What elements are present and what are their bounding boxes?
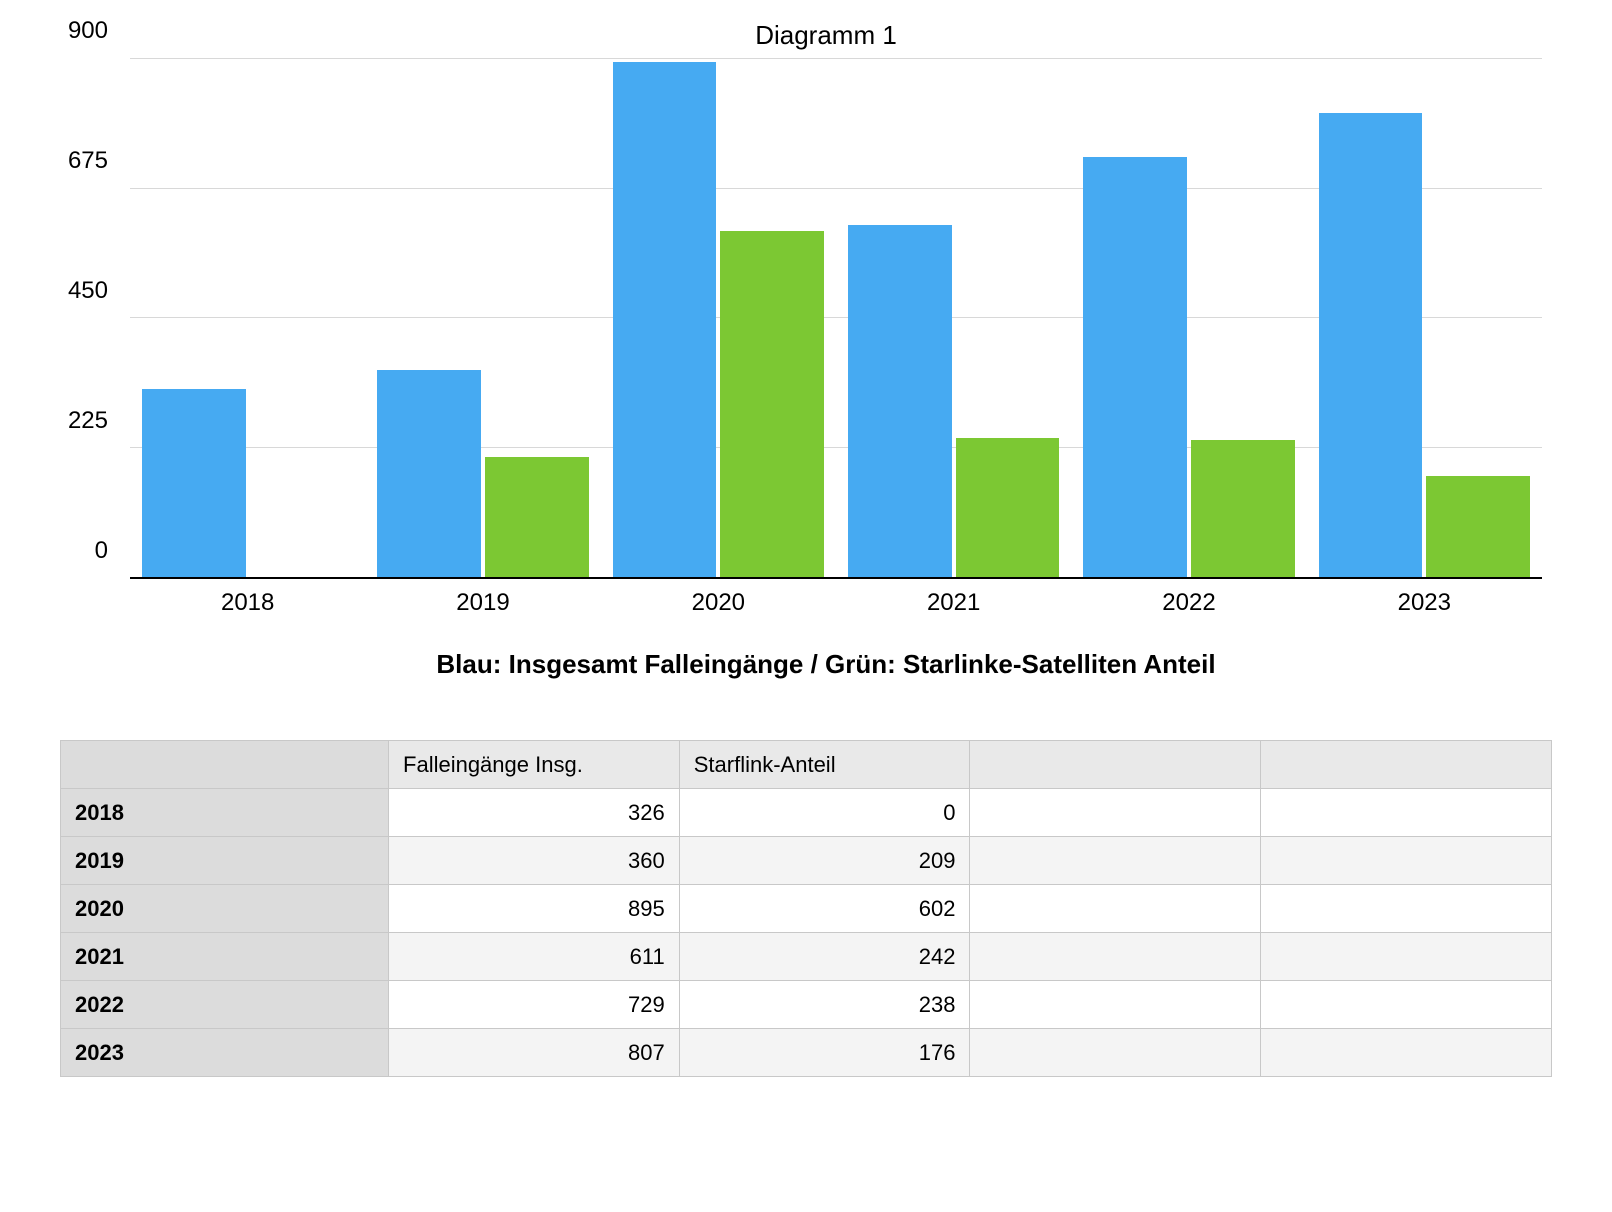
table-header-cell: Falleingänge Insg. xyxy=(389,741,680,789)
bar xyxy=(956,438,1060,577)
table-cell: 0 xyxy=(679,789,970,837)
bar-group xyxy=(601,59,836,577)
table-cell: 238 xyxy=(679,981,970,1029)
table-cell: 176 xyxy=(679,1029,970,1077)
y-tick-label: 900 xyxy=(68,17,108,45)
data-table: Falleingänge Insg.Starflink-Anteil 20183… xyxy=(60,740,1552,1077)
table-row-header: 2023 xyxy=(61,1029,389,1077)
table-cell: 729 xyxy=(389,981,680,1029)
table-row: 2019360209 xyxy=(61,837,1552,885)
bar-group xyxy=(836,59,1071,577)
table-cell xyxy=(970,789,1261,837)
table-row: 2022729238 xyxy=(61,981,1552,1029)
table-row: 20183260 xyxy=(61,789,1552,837)
table-cell xyxy=(1261,981,1552,1029)
table-cell xyxy=(1261,837,1552,885)
bar xyxy=(485,457,589,577)
bar-group xyxy=(1071,59,1306,577)
table-cell xyxy=(970,837,1261,885)
x-tick-label: 2022 xyxy=(1071,583,1306,619)
table-header-cell xyxy=(970,741,1261,789)
x-tick-label: 2019 xyxy=(365,583,600,619)
y-tick-label: 675 xyxy=(68,147,108,175)
table-row-header: 2020 xyxy=(61,885,389,933)
x-tick-label: 2020 xyxy=(601,583,836,619)
table-cell xyxy=(970,933,1261,981)
table-cell: 209 xyxy=(679,837,970,885)
table-cell xyxy=(970,885,1261,933)
y-tick-label: 225 xyxy=(68,407,108,435)
x-axis: 201820192020202120222023 xyxy=(130,583,1542,619)
table-cell: 326 xyxy=(389,789,680,837)
table-row: 2023807176 xyxy=(61,1029,1552,1077)
table-header-cell: Starflink-Anteil xyxy=(679,741,970,789)
chart-title: Diagramm 1 xyxy=(100,20,1552,51)
table-row: 2021611242 xyxy=(61,933,1552,981)
table-cell xyxy=(1261,1029,1552,1077)
y-tick-label: 450 xyxy=(68,277,108,305)
y-tick-label: 0 xyxy=(95,537,108,565)
table-header-cell xyxy=(61,741,389,789)
table-cell xyxy=(1261,885,1552,933)
bar-groups xyxy=(130,59,1542,577)
bar xyxy=(142,389,246,577)
bar xyxy=(613,62,717,577)
table-header-cell xyxy=(1261,741,1552,789)
bar-group xyxy=(130,59,365,577)
bar xyxy=(377,370,481,577)
chart-area: 0225450675900 201820192020202120222023 xyxy=(60,59,1552,619)
plot-area xyxy=(130,59,1542,579)
table-cell: 242 xyxy=(679,933,970,981)
x-tick-label: 2021 xyxy=(836,583,1071,619)
table-cell xyxy=(1261,789,1552,837)
table-cell xyxy=(970,981,1261,1029)
table-cell: 360 xyxy=(389,837,680,885)
table-cell xyxy=(1261,933,1552,981)
table-cell: 611 xyxy=(389,933,680,981)
table-row: 2020895602 xyxy=(61,885,1552,933)
bar xyxy=(848,225,952,577)
table-row-header: 2018 xyxy=(61,789,389,837)
bar xyxy=(1426,476,1530,577)
table-cell: 807 xyxy=(389,1029,680,1077)
bar xyxy=(1319,113,1423,577)
x-tick-label: 2023 xyxy=(1307,583,1542,619)
table-row-header: 2021 xyxy=(61,933,389,981)
bar xyxy=(1191,440,1295,577)
bar-group xyxy=(1307,59,1542,577)
table-cell: 602 xyxy=(679,885,970,933)
chart-subtitle: Blau: Insgesamt Falleingänge / Grün: Sta… xyxy=(100,649,1552,680)
table-row-header: 2019 xyxy=(61,837,389,885)
y-axis: 0225450675900 xyxy=(60,59,120,579)
x-tick-label: 2018 xyxy=(130,583,365,619)
bar-group xyxy=(365,59,600,577)
table-row-header: 2022 xyxy=(61,981,389,1029)
table-cell: 895 xyxy=(389,885,680,933)
bar xyxy=(1083,157,1187,577)
table-cell xyxy=(970,1029,1261,1077)
bar xyxy=(720,231,824,577)
